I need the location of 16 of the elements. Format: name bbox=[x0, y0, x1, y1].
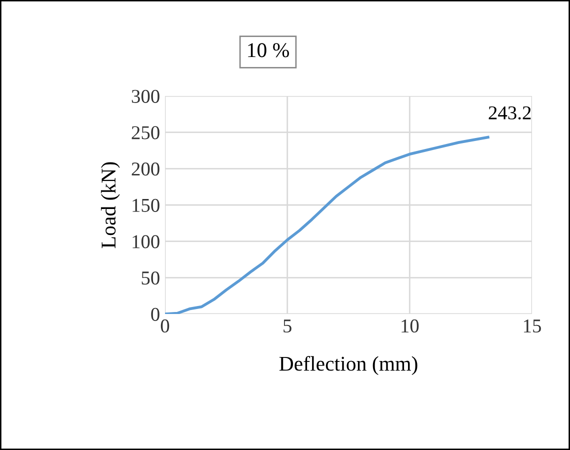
y-tick-label: 100 bbox=[132, 235, 160, 248]
y-tick-label: 200 bbox=[132, 162, 160, 176]
line-series bbox=[165, 136, 490, 314]
x-tick-label: 5 bbox=[284, 320, 292, 333]
x-tick-label: 10 bbox=[402, 319, 419, 333]
y-tick-label: 300 bbox=[132, 90, 160, 103]
y-tick-label: 0 bbox=[151, 308, 160, 321]
y-tick-label: 250 bbox=[132, 126, 160, 140]
y-tick-label: 150 bbox=[132, 198, 160, 212]
y-tick-label: 50 bbox=[142, 271, 160, 285]
x-axis-title: Deflection (mm) bbox=[279, 356, 418, 376]
x-tick-label: 0 bbox=[160, 319, 170, 333]
chart-title: 10 % bbox=[248, 43, 289, 58]
annotation: 243.2 bbox=[488, 106, 531, 120]
y-axis-title: Load (kN) bbox=[100, 162, 120, 248]
x-tick-label: 15 bbox=[524, 320, 541, 333]
